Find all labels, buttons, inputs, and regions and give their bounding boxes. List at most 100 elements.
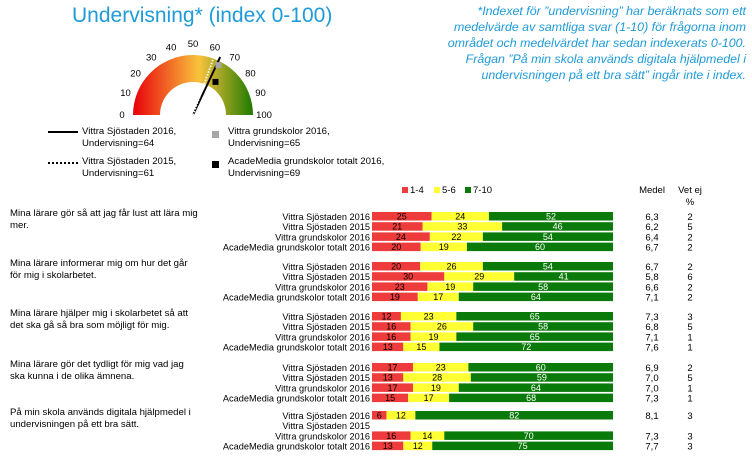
bar-data-label: 15	[385, 393, 395, 403]
row-label: AcadeMedia grundskolor totalt 2016	[223, 293, 370, 303]
vetej-value: 2	[687, 212, 692, 223]
medel-value: 6,2	[645, 222, 658, 233]
bar-data-label: 15	[416, 342, 426, 352]
row-label: Vittra Sjöstaden 2015	[282, 322, 370, 332]
bar-data-label: 54	[543, 232, 553, 242]
bar-segment-7-10	[514, 272, 613, 281]
bar-segment-1-4	[372, 431, 411, 440]
index-footnote: *Indexet för ”undervisning” har beräknat…	[447, 4, 746, 82]
legend-label-1: 5-6	[442, 185, 456, 196]
column-header-medel: Medel	[639, 185, 665, 196]
medel-value: 6,8	[645, 322, 658, 333]
medel-value: 7,3	[645, 394, 658, 405]
bar-data-label: 19	[390, 292, 400, 302]
row-label: Vittra Sjöstaden 2016	[282, 312, 370, 322]
bar-data-label: 19	[431, 383, 441, 393]
row-label: AcadeMedia grundskolor totalt 2016	[223, 442, 370, 452]
vetej-value: 2	[687, 293, 692, 304]
vetej-value: 1	[687, 332, 692, 343]
bar-data-label: 12	[413, 441, 423, 451]
row-label: AcadeMedia grundskolor totalt 2016	[223, 343, 370, 353]
gauge-tick-label: 20	[130, 68, 141, 79]
bar-data-label: 13	[383, 373, 393, 383]
legend-am2016-label: AcadeMedia grundskolor totalt 2016, Unde…	[228, 156, 385, 179]
bar-data-label: 30	[403, 272, 413, 282]
bar-segment-5-6	[412, 383, 459, 392]
bar-segment-7-10	[458, 383, 613, 392]
medel-value: 7,3	[645, 312, 658, 323]
vetej-value: 1	[687, 383, 692, 394]
medel-value: 7,1	[645, 332, 658, 343]
bar-segment-7-10	[473, 282, 613, 291]
question-text: Mina lärare hjälper mig i skolarbetet så…	[10, 308, 189, 331]
gauge-tick-label: 0	[119, 110, 124, 121]
legend-label-0: 1-4	[410, 185, 424, 196]
row-label: Vittra Sjöstaden 2016	[282, 262, 370, 272]
vetej-value: 2	[687, 363, 692, 374]
bar-data-label: 58	[538, 322, 548, 332]
bar-data-label: 28	[432, 373, 442, 383]
gauge-tick-label: 50	[188, 39, 199, 50]
vetej-value: 3	[687, 312, 692, 323]
bar-segment-7-10	[415, 411, 613, 420]
bar-segment-1-4	[372, 441, 404, 451]
medel-value: 8,1	[645, 411, 658, 422]
bar-segment-1-4	[372, 322, 411, 331]
bar-data-label: 59	[537, 373, 547, 383]
bar-segment-5-6	[410, 431, 445, 440]
legend-vs2015-label: Vittra Sjöstaden 2015, Undervisning=61	[82, 156, 177, 179]
bar-data-label: 20	[391, 242, 401, 252]
bar-segment-7-10	[466, 242, 613, 252]
bar-segment-7-10	[449, 393, 613, 403]
bar-segment-1-4	[372, 342, 404, 352]
legend-dotted-line	[48, 162, 78, 164]
bar-segment-1-4	[372, 212, 432, 221]
medel-value: 7,6	[645, 343, 658, 354]
row-label: Vittra grundskolor 2016	[275, 431, 370, 441]
bar-segment-7-10	[482, 232, 613, 241]
bar-data-label: 26	[446, 262, 456, 272]
vetej-value: 5	[687, 373, 692, 384]
row-label: Vittra Sjöstaden 2015	[282, 272, 370, 282]
medel-value: 7,1	[645, 293, 658, 304]
bar-segment-5-6	[417, 292, 459, 302]
row-label: AcadeMedia grundskolor totalt 2016	[223, 243, 370, 253]
bar-segment-5-6	[412, 363, 469, 372]
bar-data-label: 23	[395, 282, 405, 292]
row-label: Vittra Sjöstaden 2016	[282, 212, 370, 222]
bar-data-label: 54	[543, 262, 553, 272]
vetej-value: 2	[687, 262, 692, 273]
gauge-arc	[133, 55, 253, 115]
marker-vg2016	[215, 62, 222, 69]
bar-data-label: 17	[387, 363, 397, 373]
bar-segment-5-6	[431, 212, 489, 221]
bar-data-label: 19	[445, 282, 455, 292]
gauge-tick-label: 80	[245, 68, 256, 79]
bar-data-label: 19	[428, 332, 438, 342]
bar-data-label: 25	[397, 212, 407, 222]
bar-segment-5-6	[444, 272, 515, 281]
bar-data-label: 17	[424, 393, 434, 403]
bar-segment-7-10	[470, 373, 613, 382]
bar-data-label: 60	[535, 242, 545, 252]
medel-value: 7,0	[645, 383, 658, 394]
gauge-tick-label: 10	[120, 88, 131, 99]
row-label: Vittra grundskolor 2016	[275, 332, 370, 342]
question-text: Mina lärare informerar mig om hur det gå…	[10, 258, 188, 281]
bar-data-label: 24	[396, 232, 406, 242]
bar-segment-1-4	[372, 373, 404, 382]
bar-segment-5-6	[427, 282, 474, 291]
bar-data-label: 12	[381, 312, 391, 322]
bar-data-label: 23	[436, 363, 446, 373]
question-text: På min skola används digitala hjälpmedel…	[10, 407, 191, 430]
vetej-value: 1	[687, 343, 692, 354]
gauge-tick-label: 40	[166, 43, 177, 54]
index-gauge: 0 10 20 30 40 50 60 70 80 90 100	[119, 39, 272, 121]
bar-data-label: 12	[396, 411, 406, 421]
legend-solid-line	[48, 131, 78, 133]
bar-data-label: 75	[518, 441, 528, 451]
legend-label-2: 7-10	[473, 185, 492, 196]
legend-vg2016: Vittra grundskolor 2016, Undervisning=65	[228, 126, 358, 150]
bar-data-label: 65	[530, 312, 540, 322]
